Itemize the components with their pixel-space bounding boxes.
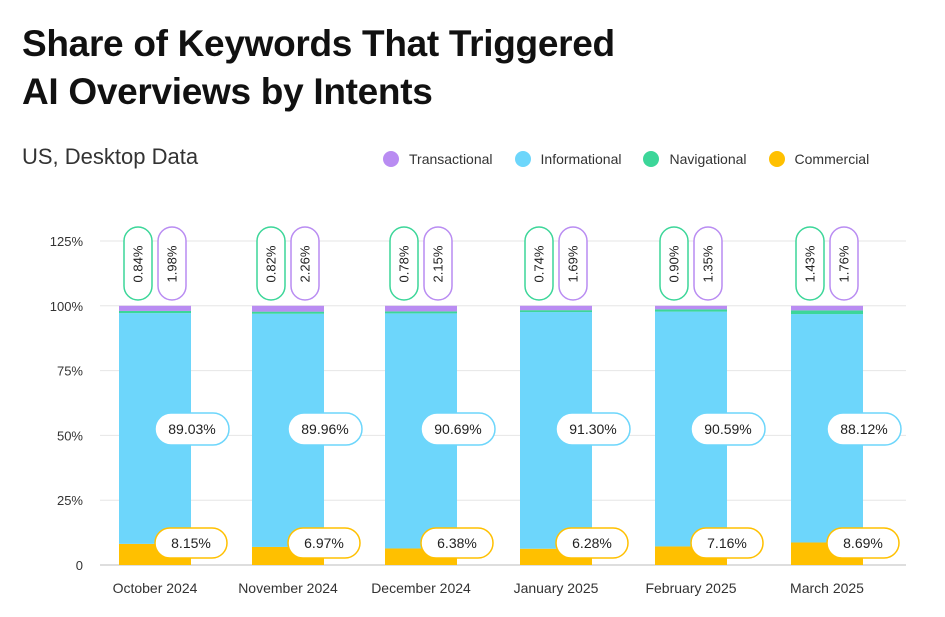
legend-label-navigational: Navigational bbox=[669, 151, 747, 167]
data-label-transactional-december-2024: 2.15% bbox=[431, 245, 446, 282]
data-label-informational-february-2025: 90.59% bbox=[704, 421, 751, 437]
data-label-pill-informational-january-2025 bbox=[555, 412, 631, 446]
data-label-pill-navigational-january-2025 bbox=[524, 226, 554, 301]
data-label-pill-navigational-december-2024 bbox=[389, 226, 419, 301]
data-label-pill-informational-november-2024 bbox=[287, 412, 363, 446]
data-label-commercial-october-2024: 8.15% bbox=[171, 535, 211, 551]
data-label-pill-transactional-december-2024 bbox=[423, 226, 453, 301]
data-label-commercial-december-2024: 6.38% bbox=[437, 535, 477, 551]
bar-segment-navigational-november-2024 bbox=[252, 311, 324, 314]
data-label-commercial-january-2025: 6.28% bbox=[572, 535, 612, 551]
y-tick-label-100: 100% bbox=[50, 299, 84, 314]
legend-label-commercial: Commercial bbox=[794, 151, 870, 167]
chart-title: Share of Keywords That Triggered AI Over… bbox=[22, 20, 615, 116]
bar-segment-transactional-march-2025 bbox=[791, 305, 863, 311]
data-label-pill-transactional-february-2025 bbox=[693, 226, 723, 301]
bar-segment-transactional-december-2024 bbox=[385, 305, 457, 312]
chart-legend: Transactional Informational Navigational… bbox=[383, 148, 869, 170]
bar-segment-navigational-march-2025 bbox=[791, 310, 863, 315]
data-label-commercial-march-2025: 8.69% bbox=[843, 535, 883, 551]
data-label-informational-march-2025: 88.12% bbox=[840, 421, 887, 437]
x-tick-label-february-2025: February 2025 bbox=[645, 580, 736, 596]
data-label-navigational-december-2024: 0.78% bbox=[397, 245, 412, 282]
legend-item-navigational: Navigational bbox=[643, 151, 747, 167]
bar-segment-navigational-december-2024 bbox=[385, 311, 457, 314]
legend-label-transactional: Transactional bbox=[409, 151, 493, 167]
y-tick-label-0: 0 bbox=[76, 558, 83, 573]
data-label-informational-january-2025: 91.30% bbox=[569, 421, 616, 437]
data-label-pill-navigational-november-2024 bbox=[256, 226, 286, 301]
data-label-navigational-january-2025: 0.74% bbox=[532, 245, 547, 282]
data-label-transactional-march-2025: 1.76% bbox=[837, 245, 852, 282]
legend-item-informational: Informational bbox=[514, 151, 622, 167]
data-label-informational-october-2024: 89.03% bbox=[168, 421, 215, 437]
y-tick-label-50: 50% bbox=[57, 428, 83, 443]
data-label-pill-informational-october-2024 bbox=[154, 412, 230, 446]
data-label-commercial-november-2024: 6.97% bbox=[304, 535, 344, 551]
data-label-informational-november-2024: 89.96% bbox=[301, 421, 348, 437]
x-tick-label-december-2024: December 2024 bbox=[371, 580, 471, 596]
data-label-pill-informational-march-2025 bbox=[826, 412, 902, 446]
data-label-pill-commercial-february-2025 bbox=[690, 527, 764, 559]
bar-segment-transactional-january-2025 bbox=[520, 305, 592, 311]
data-label-pill-navigational-march-2025 bbox=[795, 226, 825, 301]
bar-segment-transactional-october-2024 bbox=[119, 305, 191, 311]
chart-title-line-2: AI Overviews by Intents bbox=[22, 71, 433, 112]
data-label-transactional-february-2025: 1.35% bbox=[701, 245, 716, 282]
legend-item-commercial: Commercial bbox=[768, 151, 870, 167]
data-label-pill-navigational-october-2024 bbox=[123, 226, 153, 301]
x-tick-label-january-2025: January 2025 bbox=[514, 580, 599, 596]
legend-swatch-informational bbox=[514, 151, 531, 167]
legend-item-transactional: Transactional bbox=[383, 151, 493, 167]
bar-segment-transactional-november-2024 bbox=[252, 305, 324, 312]
data-label-pill-informational-december-2024 bbox=[420, 412, 496, 446]
x-tick-label-november-2024: November 2024 bbox=[238, 580, 338, 596]
data-label-pill-commercial-october-2024 bbox=[154, 527, 228, 559]
data-label-informational-december-2024: 90.69% bbox=[434, 421, 481, 437]
data-label-pill-transactional-march-2025 bbox=[829, 226, 859, 301]
y-tick-label-25: 25% bbox=[57, 493, 83, 508]
data-label-pill-transactional-november-2024 bbox=[290, 226, 320, 301]
data-label-navigational-february-2025: 0.90% bbox=[667, 245, 682, 282]
data-label-transactional-january-2025: 1.69% bbox=[566, 245, 581, 282]
chart-subtitle: US, Desktop Data bbox=[22, 144, 199, 169]
data-label-commercial-february-2025: 7.16% bbox=[707, 535, 747, 551]
legend-swatch-commercial bbox=[768, 151, 785, 167]
x-tick-label-march-2025: March 2025 bbox=[790, 580, 864, 596]
data-label-navigational-october-2024: 0.84% bbox=[131, 245, 146, 282]
data-label-pill-navigational-february-2025 bbox=[659, 226, 689, 301]
data-label-pill-commercial-december-2024 bbox=[420, 527, 494, 559]
data-label-pill-transactional-october-2024 bbox=[157, 226, 187, 301]
y-tick-label-125: 125% bbox=[50, 234, 84, 249]
data-label-pill-commercial-january-2025 bbox=[555, 527, 629, 559]
data-label-pill-commercial-march-2025 bbox=[826, 527, 900, 559]
data-label-pill-informational-february-2025 bbox=[690, 412, 766, 446]
legend-label-informational: Informational bbox=[540, 151, 622, 167]
legend-swatch-transactional bbox=[383, 151, 399, 167]
legend-swatch-navigational bbox=[643, 151, 660, 167]
data-label-navigational-november-2024: 0.82% bbox=[264, 245, 279, 282]
bar-segment-transactional-february-2025 bbox=[655, 305, 727, 310]
bar-segment-navigational-january-2025 bbox=[520, 310, 592, 313]
data-label-navigational-march-2025: 1.43% bbox=[803, 245, 818, 282]
data-label-transactional-november-2024: 2.26% bbox=[298, 245, 313, 282]
data-label-pill-commercial-november-2024 bbox=[287, 527, 361, 559]
bar-segment-navigational-october-2024 bbox=[119, 310, 191, 314]
bar-segment-navigational-february-2025 bbox=[655, 309, 727, 312]
chart-title-line-1: Share of Keywords That Triggered bbox=[22, 23, 615, 64]
data-label-transactional-october-2024: 1.98% bbox=[165, 245, 180, 282]
x-tick-label-october-2024: October 2024 bbox=[113, 580, 198, 596]
y-tick-label-75: 75% bbox=[57, 364, 83, 379]
data-label-pill-transactional-january-2025 bbox=[558, 226, 588, 301]
